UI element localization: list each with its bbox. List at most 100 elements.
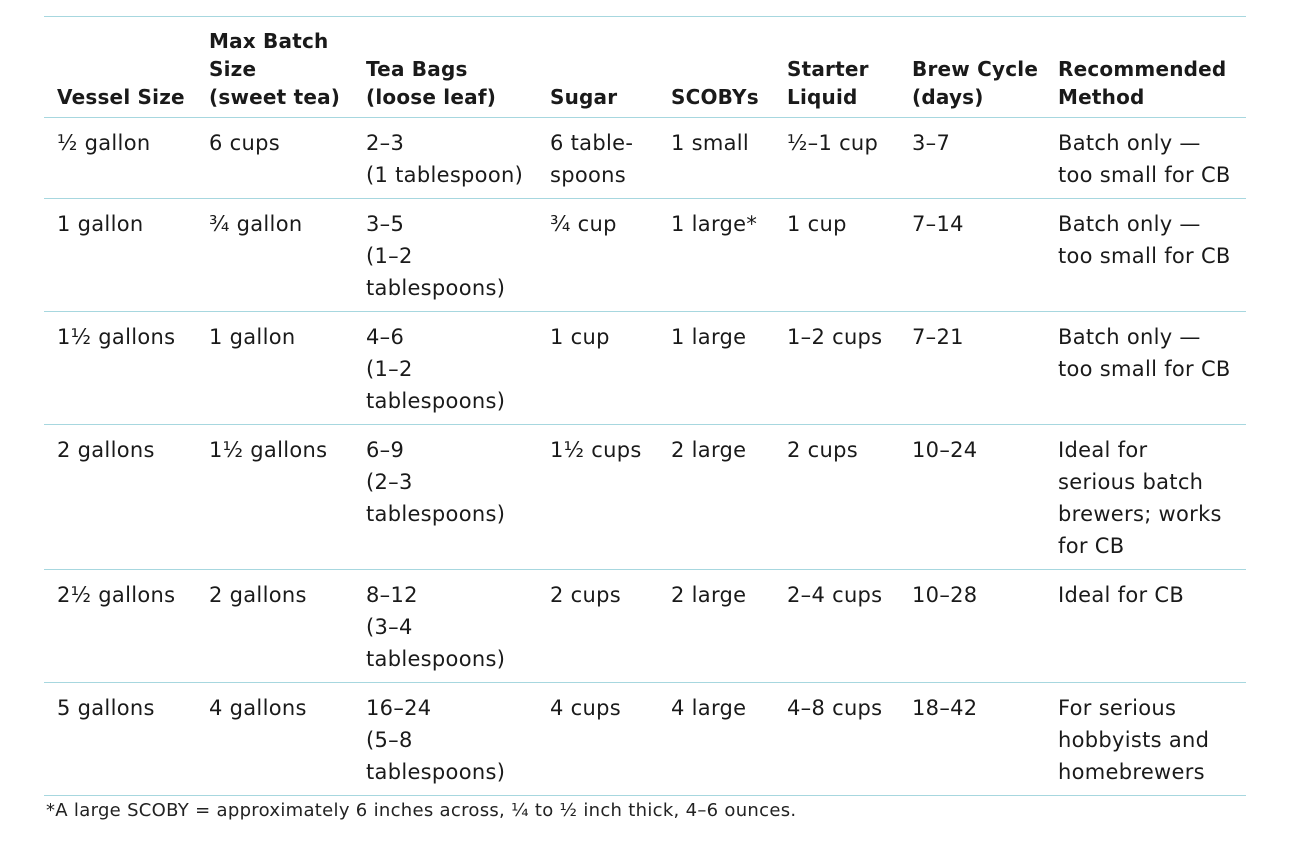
cell-line: (1–2: [366, 244, 413, 268]
header-line: Starter: [787, 57, 869, 81]
cell-vessel-size: 1 gallon: [44, 199, 196, 312]
header-tea-bags: Tea Bags (loose leaf): [353, 17, 537, 118]
cell-line: 2 cups: [787, 438, 858, 462]
cell-line: tablespoons): [366, 647, 506, 671]
header-line: Recommended: [1058, 57, 1227, 81]
cell-line: 4 cups: [550, 696, 621, 720]
cell-line: 1 cup: [787, 212, 847, 236]
header-scobys: SCOBYs: [658, 17, 774, 118]
cell-line: ¾ gallon: [209, 212, 303, 236]
cell-line: too small for CB: [1058, 163, 1231, 187]
cell-line: 2 cups: [550, 583, 621, 607]
cell-line: 1½ gallons: [57, 325, 176, 349]
footnote: *A large SCOBY = approximately 6 inches …: [46, 800, 797, 821]
table-row: 1½ gallons 1 gallon 4–6 (1–2 tablespoons) 1 c…: [44, 312, 1246, 425]
header-line: Max Batch: [209, 29, 329, 53]
cell-line: 8–12: [366, 583, 418, 607]
header-line: Brew Cycle: [912, 57, 1039, 81]
header-line: Liquid: [787, 85, 858, 109]
header-recommended-method: Recommended Method: [1045, 17, 1246, 118]
cell-scobys: 1 large: [658, 312, 774, 425]
cell-line: tablespoons): [366, 389, 506, 413]
cell-brew-cycle: 7–21: [899, 312, 1045, 425]
vessel-size-table: Vessel Size Max Batch Size (sweet tea) Tea B…: [44, 16, 1246, 796]
cell-tea-bags: 3–5 (1–2 tablespoons): [353, 199, 537, 312]
cell-scobys: 1 large*: [658, 199, 774, 312]
table-header: Vessel Size Max Batch Size (sweet tea) Tea B…: [44, 16, 1246, 118]
cell-line: 1 gallon: [209, 325, 296, 349]
cell-line: homebrewers: [1058, 760, 1205, 784]
header-row: Vessel Size Max Batch Size (sweet tea) Tea B…: [44, 16, 1246, 118]
cell-brew-cycle: 10–24: [899, 425, 1045, 570]
header-line: (loose leaf): [366, 85, 497, 109]
table-row: 1 gallon ¾ gallon 3–5 (1–2 tablespoons) ¾ cup…: [44, 199, 1246, 312]
header-line: Sugar: [550, 85, 618, 109]
cell-line: 5 gallons: [57, 696, 155, 720]
cell-starter-liquid: 1 cup: [774, 199, 899, 312]
cell-line: 2–4 cups: [787, 583, 883, 607]
cell-line: 7–14: [912, 212, 964, 236]
cell-line: 1 large: [671, 325, 747, 349]
cell-line: 7–21: [912, 325, 964, 349]
cell-line: 16–24: [366, 696, 432, 720]
cell-max-batch-size: ¾ gallon: [196, 199, 353, 312]
cell-line: ½ gallon: [57, 131, 151, 155]
cell-line: 2 large: [671, 583, 747, 607]
cell-vessel-size: 1½ gallons: [44, 312, 196, 425]
cell-tea-bags: 16–24 (5–8 tablespoons): [353, 683, 537, 796]
cell-max-batch-size: 1 gallon: [196, 312, 353, 425]
cell-line: For serious: [1058, 696, 1177, 720]
cell-max-batch-size: 6 cups: [196, 118, 353, 199]
cell-line: 2 gallons: [57, 438, 155, 462]
cell-line: too small for CB: [1058, 357, 1231, 381]
cell-max-batch-size: 4 gallons: [196, 683, 353, 796]
cell-recommended-method: Ideal for CB: [1045, 570, 1246, 683]
cell-brew-cycle: 3–7: [899, 118, 1045, 199]
cell-line: Ideal for CB: [1058, 583, 1185, 607]
cell-brew-cycle: 10–28: [899, 570, 1045, 683]
header-line: Size: [209, 57, 257, 81]
table-row: ½ gallon 6 cups 2–3 (1 tablespoon) 6 table-s…: [44, 118, 1246, 199]
cell-line: 1 large*: [671, 212, 758, 236]
cell-sugar: 4 cups: [537, 683, 658, 796]
cell-scobys: 2 large: [658, 425, 774, 570]
table-row: 2½ gallons 2 gallons 8–12 (3–4 tablespoons) 2…: [44, 570, 1246, 683]
cell-line: 4–8 cups: [787, 696, 883, 720]
cell-max-batch-size: 2 gallons: [196, 570, 353, 683]
cell-starter-liquid: 4–8 cups: [774, 683, 899, 796]
header-line: Vessel Size: [57, 85, 185, 109]
cell-line: 10–28: [912, 583, 978, 607]
cell-brew-cycle: 7–14: [899, 199, 1045, 312]
header-sugar: Sugar: [537, 17, 658, 118]
cell-line: (1 tablespoon): [366, 163, 524, 187]
cell-line: 18–42: [912, 696, 978, 720]
cell-line: 6 table-: [550, 131, 634, 155]
cell-line: (5–8: [366, 728, 413, 752]
cell-line: tablespoons): [366, 276, 506, 300]
header-line: Method: [1058, 85, 1145, 109]
cell-line: 1 gallon: [57, 212, 144, 236]
cell-tea-bags: 6–9 (2–3 tablespoons): [353, 425, 537, 570]
cell-line: 1 small: [671, 131, 750, 155]
cell-line: 6 cups: [209, 131, 280, 155]
cell-line: (2–3: [366, 470, 413, 494]
cell-recommended-method: Batch only — too small for CB: [1045, 312, 1246, 425]
header-starter-liquid: Starter Liquid: [774, 17, 899, 118]
cell-line: for CB: [1058, 534, 1125, 558]
cell-line: Batch only —: [1058, 325, 1201, 349]
table-body: ½ gallon 6 cups 2–3 (1 tablespoon) 6 table-s…: [44, 118, 1246, 796]
cell-line: 3–5: [366, 212, 405, 236]
table-row: 5 gallons 4 gallons 16–24 (5–8 tablespoons) 4…: [44, 683, 1246, 796]
cell-vessel-size: 5 gallons: [44, 683, 196, 796]
cell-line: ½–1 cup: [787, 131, 879, 155]
cell-line: Ideal for: [1058, 438, 1148, 462]
cell-line: 2 gallons: [209, 583, 307, 607]
cell-recommended-method: For serious hobbyists and homebrewers: [1045, 683, 1246, 796]
cell-starter-liquid: 2–4 cups: [774, 570, 899, 683]
cell-tea-bags: 4–6 (1–2 tablespoons): [353, 312, 537, 425]
cell-line: (3–4: [366, 615, 413, 639]
cell-sugar: 1½ cups: [537, 425, 658, 570]
cell-line: 1½ gallons: [209, 438, 328, 462]
cell-line: Batch only —: [1058, 131, 1201, 155]
header-brew-cycle: Brew Cycle (days): [899, 17, 1045, 118]
